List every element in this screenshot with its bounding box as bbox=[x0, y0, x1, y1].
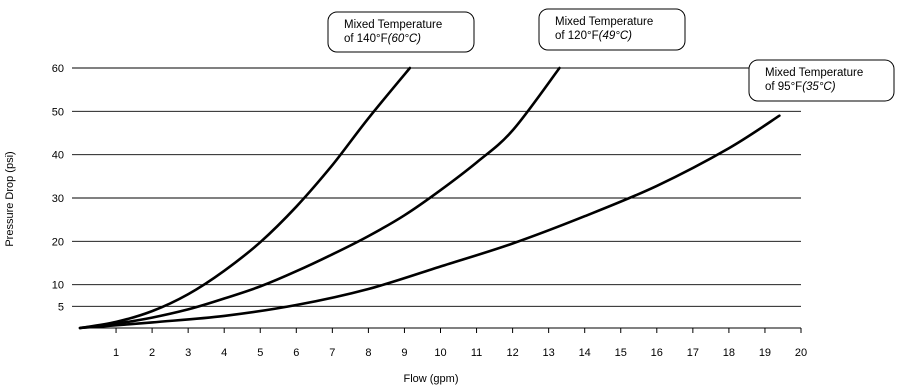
x-tick-label: 7 bbox=[329, 347, 335, 359]
series-line-3 bbox=[78, 114, 781, 330]
x-tick-label: 12 bbox=[506, 347, 518, 359]
callout-temp-f: of 120°F bbox=[555, 30, 599, 42]
series-curves bbox=[78, 66, 781, 330]
series-callout-2: Mixed Temperature of 120°F(49°C) bbox=[538, 8, 686, 51]
callout-temp-c: (35°C) bbox=[802, 81, 836, 93]
callout-box bbox=[748, 59, 895, 102]
x-axis-title: Flow (gpm) bbox=[403, 373, 458, 385]
x-tick-label: 5 bbox=[257, 347, 263, 359]
x-tick-label: 2 bbox=[149, 347, 155, 359]
x-tick-label: 11 bbox=[471, 347, 482, 359]
axes bbox=[80, 327, 802, 333]
y-tick-label: 50 bbox=[52, 106, 64, 118]
callout-temp-c: (60°C) bbox=[388, 33, 422, 45]
gridlines bbox=[72, 67, 801, 307]
y-tick-label: 30 bbox=[52, 193, 64, 205]
callout-line-2: of 140°F(60°C) bbox=[344, 33, 421, 45]
x-tick-label: 1 bbox=[113, 347, 119, 359]
series-line-2 bbox=[78, 66, 561, 330]
x-tick-label: 4 bbox=[221, 347, 227, 359]
callout-line-1: Mixed Temperature bbox=[344, 19, 442, 31]
callout-line-1: Mixed Temperature bbox=[765, 67, 863, 79]
x-tick-label: 19 bbox=[759, 347, 771, 359]
series-callout-1: Mixed Temperature of 140°F(60°C) bbox=[327, 11, 475, 53]
x-tick-labels: 1 2 3 4 5 6 7 8 9 10 11 12 13 14 15 16 17 18 19 20 bbox=[113, 347, 807, 359]
series-line-1 bbox=[78, 66, 412, 330]
y-axis-title: Pressure Drop (psi) bbox=[4, 151, 16, 246]
y-tick-label: 5 bbox=[58, 301, 64, 313]
series-callout-3: Mixed Temperature of 95°F(35°C) bbox=[748, 59, 895, 102]
x-tick-label: 15 bbox=[615, 347, 627, 359]
y-tick-label: 40 bbox=[52, 150, 64, 162]
callout-line-1: Mixed Temperature bbox=[555, 16, 653, 28]
x-tick-label: 17 bbox=[687, 347, 699, 359]
callout-box bbox=[538, 8, 686, 51]
callout-temp-c: (49°C) bbox=[599, 30, 633, 42]
x-tick-label: 8 bbox=[365, 347, 371, 359]
callout-line-2: of 120°F(49°C) bbox=[555, 30, 632, 42]
callout-line-2: of 95°F(35°C) bbox=[765, 81, 836, 93]
x-tick-label: 18 bbox=[723, 347, 735, 359]
x-tick-label: 20 bbox=[795, 347, 807, 359]
callout-temp-f: of 140°F bbox=[344, 33, 388, 45]
callout-temp-f: of 95°F bbox=[765, 81, 802, 93]
callout-box bbox=[327, 11, 475, 53]
x-tick-label: 10 bbox=[434, 347, 446, 359]
x-tick-label: 3 bbox=[185, 347, 191, 359]
y-tick-label: 60 bbox=[52, 63, 64, 75]
y-tick-label: 10 bbox=[52, 280, 64, 292]
x-tick-label: 14 bbox=[579, 347, 591, 359]
y-tick-labels: 5 10 20 30 40 50 60 bbox=[52, 63, 64, 313]
x-tick-label: 6 bbox=[293, 347, 299, 359]
y-tick-label: 20 bbox=[52, 236, 64, 248]
x-tick-label: 9 bbox=[401, 347, 407, 359]
x-tick-label: 13 bbox=[543, 347, 555, 359]
x-tick-label: 16 bbox=[651, 347, 663, 359]
